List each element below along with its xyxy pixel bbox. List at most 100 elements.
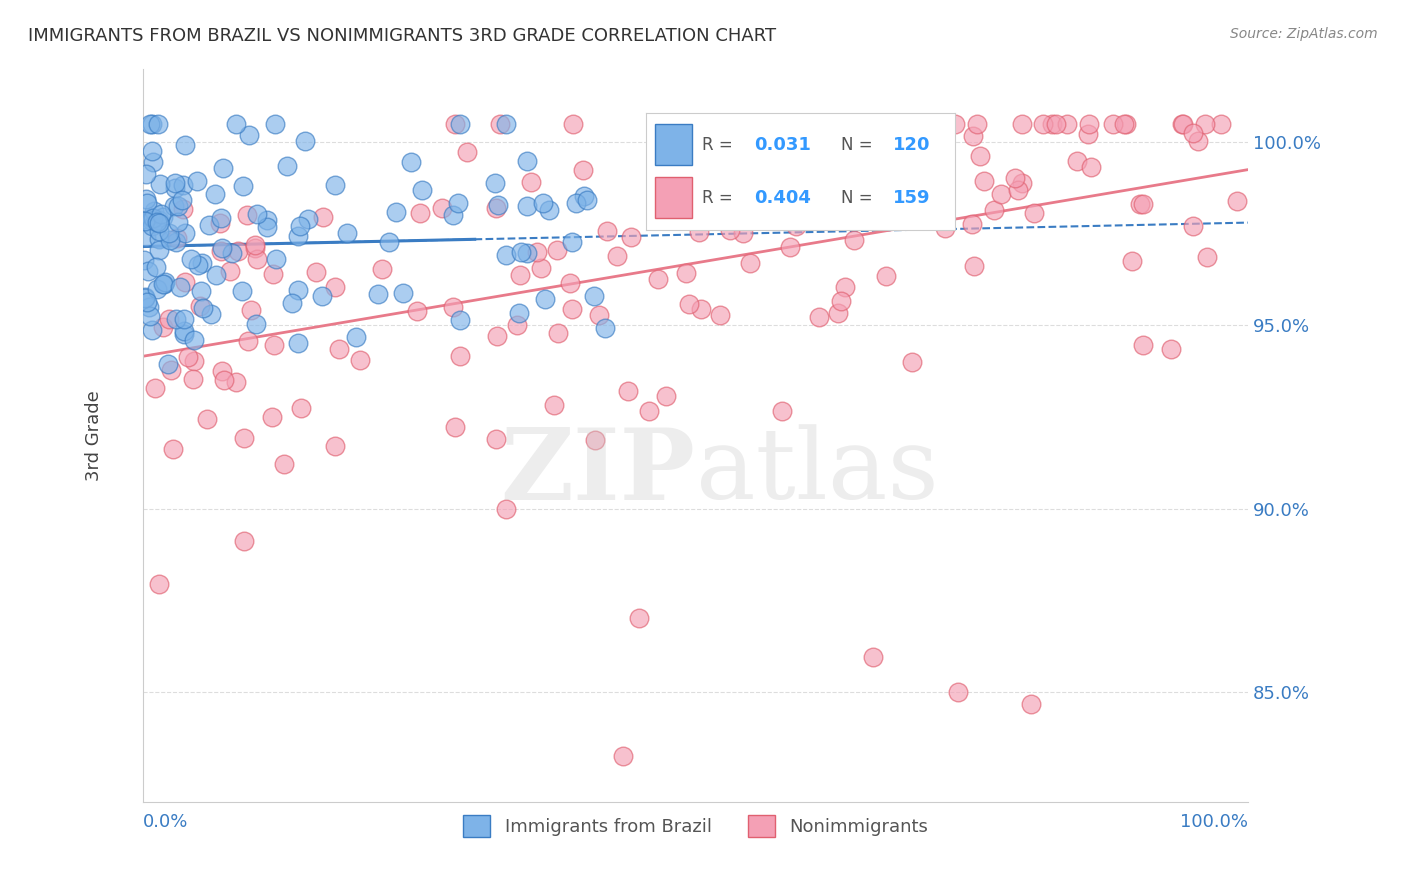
Point bbox=[169, 280, 191, 294]
Point bbox=[211, 364, 233, 378]
Point bbox=[515, 199, 537, 213]
Point bbox=[157, 357, 180, 371]
Point bbox=[135, 230, 157, 244]
Point bbox=[901, 195, 924, 210]
Point bbox=[617, 384, 640, 398]
Point bbox=[1004, 171, 1026, 186]
Point bbox=[1045, 117, 1067, 131]
Point bbox=[834, 279, 856, 293]
Point bbox=[148, 232, 170, 246]
Point bbox=[486, 198, 509, 212]
Point bbox=[183, 333, 205, 347]
Point bbox=[190, 299, 212, 313]
Point bbox=[449, 349, 471, 363]
Point bbox=[262, 267, 284, 281]
Point bbox=[765, 129, 787, 144]
Point bbox=[730, 117, 752, 131]
Text: ZIP: ZIP bbox=[501, 424, 696, 521]
Point bbox=[1115, 117, 1137, 131]
Point bbox=[675, 267, 697, 281]
Point bbox=[367, 286, 389, 301]
Point bbox=[859, 182, 882, 196]
Point bbox=[143, 381, 166, 395]
Point bbox=[678, 297, 700, 311]
Point bbox=[162, 442, 184, 457]
Point bbox=[148, 216, 170, 230]
Point bbox=[531, 196, 554, 211]
Point bbox=[530, 260, 553, 275]
Point bbox=[212, 373, 235, 387]
Point bbox=[287, 336, 309, 351]
Point bbox=[233, 431, 256, 445]
Point bbox=[973, 174, 995, 188]
Point bbox=[198, 218, 221, 232]
Point bbox=[509, 268, 531, 283]
Point bbox=[134, 290, 156, 304]
Point bbox=[561, 235, 583, 250]
Point bbox=[166, 231, 188, 245]
Point bbox=[246, 252, 269, 267]
Point bbox=[173, 326, 195, 341]
Point bbox=[148, 243, 170, 257]
Point bbox=[323, 439, 346, 453]
Point bbox=[349, 353, 371, 368]
Point bbox=[1182, 126, 1205, 140]
Point bbox=[1132, 196, 1154, 211]
Point bbox=[266, 252, 288, 266]
Point bbox=[141, 323, 163, 337]
Point bbox=[256, 220, 278, 235]
Point bbox=[647, 271, 669, 285]
Point bbox=[703, 121, 725, 136]
Point bbox=[165, 311, 187, 326]
Point bbox=[443, 420, 465, 434]
Point bbox=[142, 154, 165, 169]
Point bbox=[145, 260, 167, 274]
Point bbox=[966, 117, 988, 131]
Point bbox=[139, 117, 162, 131]
Point bbox=[785, 219, 807, 233]
Point bbox=[934, 221, 956, 235]
Point bbox=[204, 186, 226, 201]
Point bbox=[135, 192, 157, 206]
Point bbox=[807, 310, 830, 324]
Point bbox=[263, 117, 285, 131]
Point bbox=[990, 187, 1012, 202]
Point bbox=[191, 301, 214, 315]
Point bbox=[288, 219, 311, 233]
Point bbox=[1077, 127, 1099, 141]
Point bbox=[1101, 117, 1123, 131]
Point bbox=[495, 502, 517, 516]
Point bbox=[209, 244, 232, 258]
Point bbox=[595, 321, 617, 335]
Point bbox=[149, 177, 172, 191]
Point bbox=[385, 204, 408, 219]
Point bbox=[173, 312, 195, 326]
Point bbox=[1007, 183, 1029, 197]
Point bbox=[1040, 117, 1063, 131]
Point bbox=[572, 162, 595, 177]
Text: Source: ZipAtlas.com: Source: ZipAtlas.com bbox=[1230, 27, 1378, 41]
Point bbox=[232, 178, 254, 193]
Point bbox=[537, 202, 560, 217]
Point bbox=[1195, 250, 1218, 264]
Point bbox=[141, 144, 163, 158]
Point bbox=[370, 261, 392, 276]
Point bbox=[209, 211, 232, 225]
Point bbox=[1011, 117, 1033, 131]
Point bbox=[516, 153, 538, 168]
Point bbox=[943, 117, 966, 131]
Point bbox=[226, 244, 249, 259]
Point bbox=[612, 748, 634, 763]
Point bbox=[690, 301, 713, 316]
Point bbox=[148, 213, 170, 227]
Point bbox=[862, 650, 884, 665]
Text: IMMIGRANTS FROM BRAZIL VS NONIMMIGRANTS 3RD GRADE CORRELATION CHART: IMMIGRANTS FROM BRAZIL VS NONIMMIGRANTS … bbox=[28, 27, 776, 45]
Point bbox=[1078, 117, 1101, 131]
Point bbox=[159, 233, 181, 247]
Text: 3rd Grade: 3rd Grade bbox=[84, 390, 103, 481]
Point bbox=[135, 167, 157, 181]
Point bbox=[907, 136, 929, 151]
Point bbox=[534, 292, 557, 306]
Point bbox=[294, 134, 316, 148]
Point bbox=[1181, 219, 1204, 233]
